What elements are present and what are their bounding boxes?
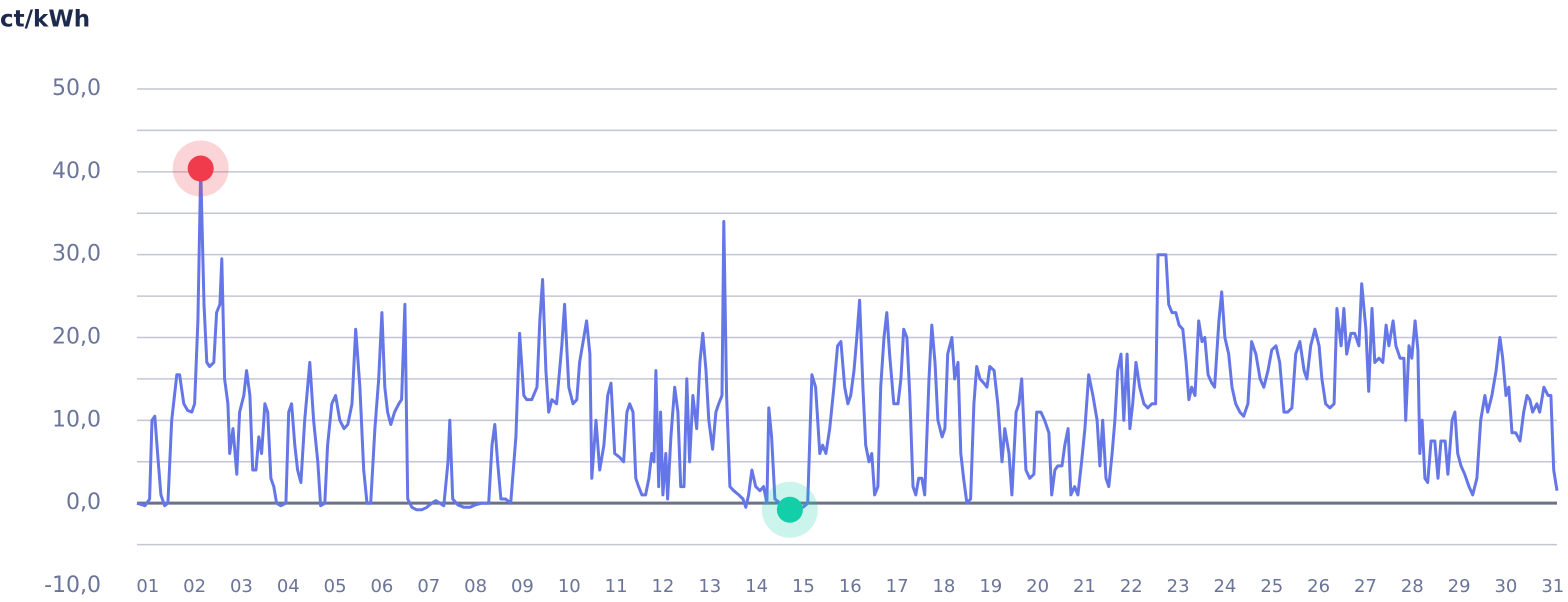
- marker: [187, 155, 214, 182]
- x-tick-label: 11: [605, 576, 628, 597]
- price-line: [136, 167, 1559, 512]
- x-tick-label: 25: [1260, 576, 1283, 597]
- y-tick-label: 20,0: [52, 325, 101, 350]
- x-tick-label: 15: [792, 576, 815, 597]
- x-tick-label: 09: [511, 576, 534, 597]
- y-tick-label: 30,0: [52, 242, 101, 267]
- y-tick-label: -10,0: [44, 573, 101, 598]
- x-tick-label: 17: [886, 576, 909, 597]
- x-tick-label: 04: [277, 576, 300, 597]
- y-tick-label: 40,0: [52, 159, 101, 184]
- x-tick-label: 23: [1167, 576, 1190, 597]
- x-tick-label: 05: [324, 576, 347, 597]
- x-tick-label: 10: [558, 576, 581, 597]
- x-tick-label: 26: [1307, 576, 1330, 597]
- x-tick-label: 16: [839, 576, 862, 597]
- x-tick-label: 14: [745, 576, 768, 597]
- x-tick-label: 21: [1073, 576, 1096, 597]
- chart-title: ct/kWh: [0, 7, 90, 33]
- x-tick-label: 20: [1026, 576, 1049, 597]
- x-tick-label: 19: [979, 576, 1002, 597]
- x-tick-label: 08: [464, 576, 487, 597]
- x-tick-label: 24: [1213, 576, 1236, 597]
- y-tick-label: 10,0: [52, 407, 101, 432]
- x-tick-label: 18: [932, 576, 955, 597]
- x-tick-label: 01: [136, 576, 159, 597]
- x-tick-label: 30: [1494, 576, 1517, 597]
- x-tick-label: 02: [183, 576, 206, 597]
- x-tick-label: 22: [1120, 576, 1143, 597]
- x-tick-label: 12: [651, 576, 674, 597]
- marker: [776, 496, 803, 523]
- x-tick-label: 13: [698, 576, 721, 597]
- x-tick-label: 29: [1448, 576, 1471, 597]
- x-tick-label: 31: [1541, 576, 1564, 597]
- y-tick-label: 50,0: [52, 76, 101, 101]
- x-tick-label: 03: [230, 576, 253, 597]
- x-tick-label: 28: [1401, 576, 1424, 597]
- x-tick-label: 07: [417, 576, 440, 597]
- y-tick-label: 0,0: [66, 490, 101, 515]
- x-tick-label: 27: [1354, 576, 1377, 597]
- x-tick-label: 06: [370, 576, 393, 597]
